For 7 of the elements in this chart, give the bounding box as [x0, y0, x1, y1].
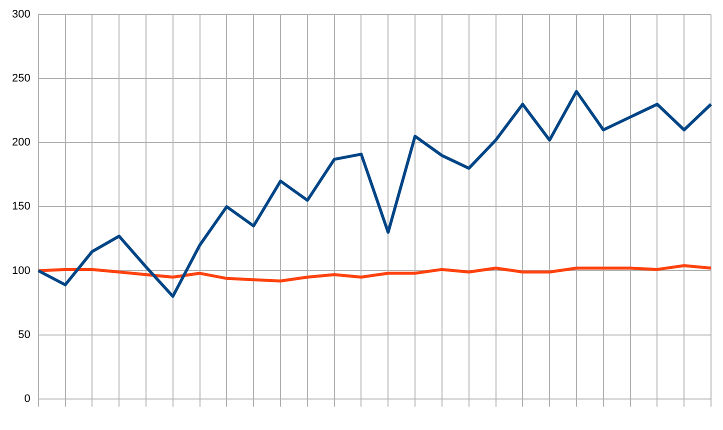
y-tick-label: 50 — [18, 328, 30, 341]
y-tick-label: 100 — [12, 264, 30, 277]
y-tick-label: 150 — [12, 200, 30, 213]
y-tick-label: 0 — [24, 392, 30, 405]
y-tick-label: 200 — [12, 136, 30, 149]
y-tick-label: 300 — [12, 8, 30, 21]
y-tick-label: 250 — [12, 72, 30, 85]
